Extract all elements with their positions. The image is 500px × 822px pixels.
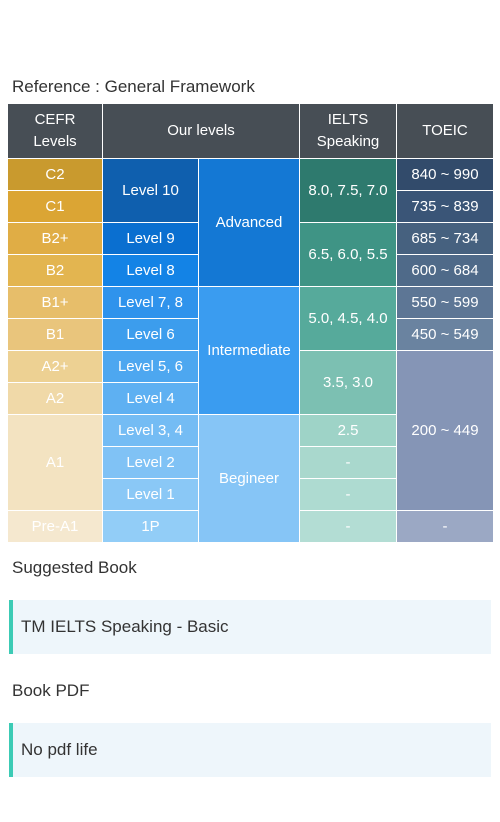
level-cell: Level 6 bbox=[102, 318, 199, 351]
cefr-cell: C2 bbox=[7, 158, 103, 191]
level-cell: Level 8 bbox=[102, 254, 199, 287]
cefr-cell: A2 bbox=[7, 382, 103, 415]
header-cell: IELTS Speaking bbox=[299, 103, 397, 159]
level-cell: Level 10 bbox=[102, 158, 199, 223]
ielts-cell: - bbox=[299, 510, 397, 543]
header-cell: Our levels bbox=[102, 103, 300, 159]
cefr-cell: B1+ bbox=[7, 286, 103, 319]
cefr-cell: Pre-A1 bbox=[7, 510, 103, 543]
group-cell: Advanced bbox=[198, 158, 300, 287]
level-cell: Level 1 bbox=[102, 478, 199, 511]
ielts-cell: - bbox=[299, 478, 397, 511]
section-heading: Book PDF bbox=[12, 681, 90, 700]
header-cell: CEFR Levels bbox=[7, 103, 103, 159]
toeic-cell: 550 ~ 599 bbox=[396, 286, 494, 319]
ielts-cell: 8.0, 7.5, 7.0 bbox=[299, 158, 397, 223]
group-cell: Begineer bbox=[198, 414, 300, 543]
cefr-cell: A2+ bbox=[7, 350, 103, 383]
ielts-cell: 2.5 bbox=[299, 414, 397, 447]
toeic-cell: 200 ~ 449 bbox=[396, 350, 494, 511]
header-row: CEFR Levels Our levels IELTS Speaking TO… bbox=[7, 103, 494, 159]
ielts-cell: 5.0, 4.5, 4.0 bbox=[299, 286, 397, 351]
section-box: No pdf life bbox=[9, 723, 491, 777]
ielts-cell: 3.5, 3.0 bbox=[299, 350, 397, 415]
title: Reference : General Framework bbox=[12, 77, 255, 96]
level-cell: Level 4 bbox=[102, 382, 199, 415]
cefr-cell: B2 bbox=[7, 254, 103, 287]
toeic-cell: 685 ~ 734 bbox=[396, 222, 494, 255]
cefr-cell: A1 bbox=[7, 414, 103, 511]
ielts-cell: - bbox=[299, 446, 397, 479]
toeic-cell: 450 ~ 549 bbox=[396, 318, 494, 351]
toeic-cell: - bbox=[396, 510, 494, 543]
level-cell: Level 7, 8 bbox=[102, 286, 199, 319]
level-cell: Level 3, 4 bbox=[102, 414, 199, 447]
cefr-cell: B1 bbox=[7, 318, 103, 351]
section-heading: Suggested Book bbox=[12, 558, 137, 577]
cefr-cell: B2+ bbox=[7, 222, 103, 255]
toeic-cell: 735 ~ 839 bbox=[396, 190, 494, 223]
level-table: CEFR Levels Our levels IELTS Speaking TO… bbox=[7, 103, 494, 543]
level-cell: Level 5, 6 bbox=[102, 350, 199, 383]
level-cell: 1P bbox=[102, 510, 199, 543]
section-box: TM IELTS Speaking - Basic bbox=[9, 600, 491, 654]
cefr-cell: C1 bbox=[7, 190, 103, 223]
header-cell: TOEIC bbox=[396, 103, 494, 159]
toeic-cell: 840 ~ 990 bbox=[396, 158, 494, 191]
level-cell: Level 9 bbox=[102, 222, 199, 255]
level-cell: Level 2 bbox=[102, 446, 199, 479]
ielts-cell: 6.5, 6.0, 5.5 bbox=[299, 222, 397, 287]
group-cell: Intermediate bbox=[198, 286, 300, 415]
toeic-cell: 600 ~ 684 bbox=[396, 254, 494, 287]
